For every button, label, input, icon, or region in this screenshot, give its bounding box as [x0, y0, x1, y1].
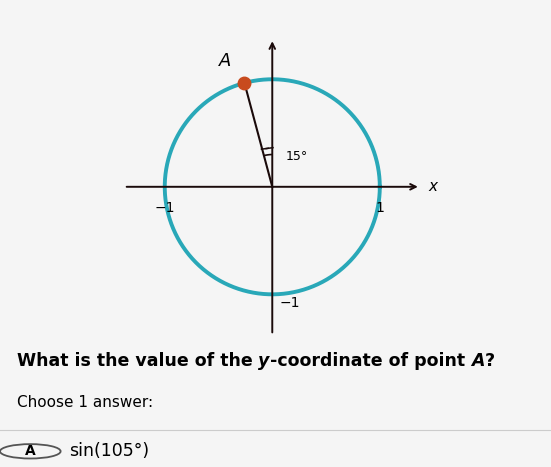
Text: ?: ? [484, 352, 494, 370]
Text: A: A [219, 52, 231, 70]
Text: 15°: 15° [285, 150, 307, 163]
Text: Choose 1 answer:: Choose 1 answer: [17, 395, 153, 410]
Text: −1: −1 [154, 201, 175, 215]
Text: y: y [258, 352, 269, 370]
Text: sin(105°): sin(105°) [69, 442, 149, 460]
Text: x: x [428, 179, 437, 194]
Text: −1: −1 [280, 297, 300, 311]
Text: -coordinate of point: -coordinate of point [269, 352, 471, 370]
Text: A: A [25, 444, 36, 458]
Text: What is the value of the: What is the value of the [17, 352, 258, 370]
Text: A: A [471, 352, 484, 370]
Text: 1: 1 [375, 201, 384, 215]
